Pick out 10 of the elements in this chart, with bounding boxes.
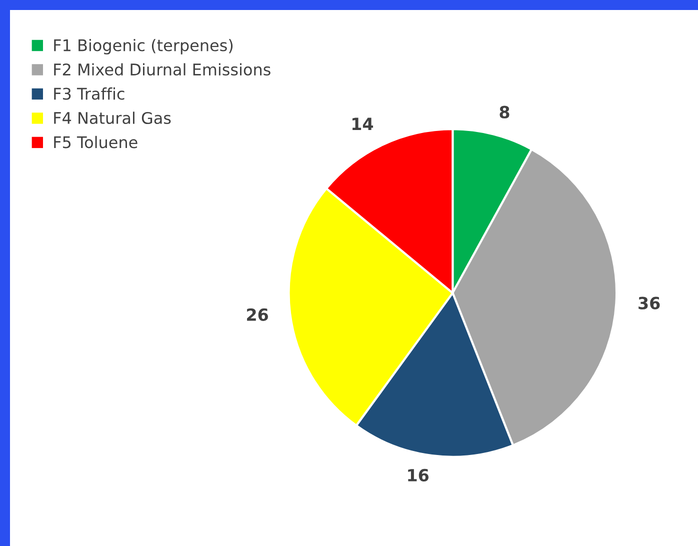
data-label: 8: [500, 106, 510, 118]
data-label: 14: [352, 118, 374, 130]
legend-label: F3 Traffic: [54, 87, 124, 100]
legend-label: F5 Toluene: [54, 136, 138, 148]
data-label: 26: [247, 308, 268, 321]
data-label: 36: [638, 296, 660, 310]
legend-label: F2 Mixed Diurnal Emissions: [54, 63, 270, 76]
legend-label: F1 Biogenic (terpenes): [54, 38, 233, 54]
legend-label: F4 Natural Gas: [54, 112, 171, 124]
data-label: 16: [408, 468, 429, 482]
